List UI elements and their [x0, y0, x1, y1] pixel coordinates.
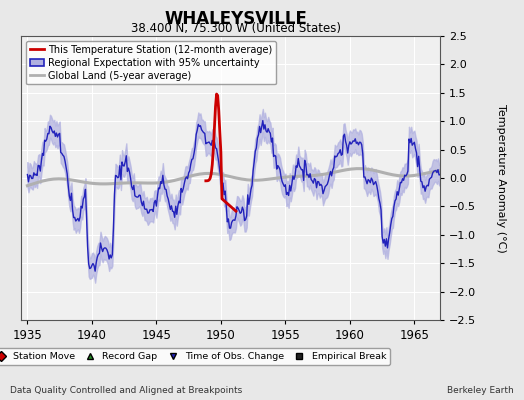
- Text: Data Quality Controlled and Aligned at Breakpoints: Data Quality Controlled and Aligned at B…: [10, 386, 243, 395]
- Text: WHALEYSVILLE: WHALEYSVILLE: [165, 10, 307, 28]
- Text: 38.400 N, 75.300 W (United States): 38.400 N, 75.300 W (United States): [131, 22, 341, 35]
- Text: Berkeley Earth: Berkeley Earth: [447, 386, 514, 395]
- Legend: Station Move, Record Gap, Time of Obs. Change, Empirical Break: Station Move, Record Gap, Time of Obs. C…: [0, 348, 390, 365]
- Y-axis label: Temperature Anomaly (°C): Temperature Anomaly (°C): [496, 104, 506, 252]
